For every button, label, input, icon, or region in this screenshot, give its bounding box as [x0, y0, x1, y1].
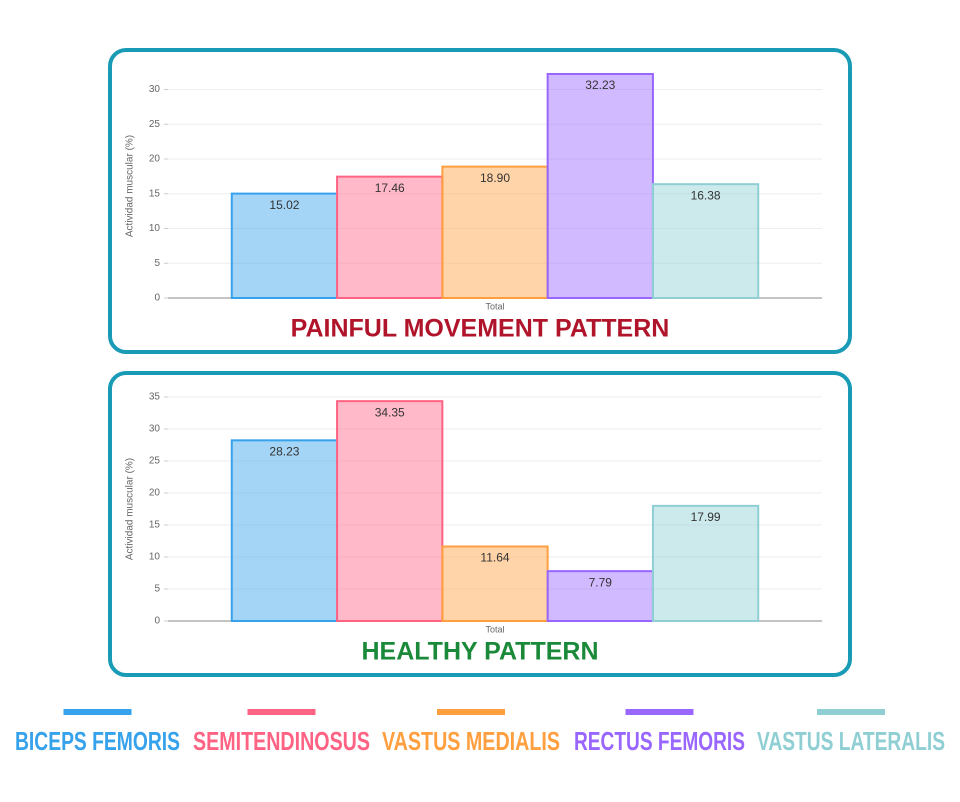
- y-tick-label: 0: [154, 293, 160, 304]
- bar: [441, 545, 549, 623]
- y-tick-label: 15: [149, 520, 161, 531]
- y-tick-label: 5: [154, 584, 160, 595]
- value-label: 17.99: [691, 510, 721, 524]
- y-tick-label: 30: [149, 424, 161, 435]
- y-tick-label: 25: [149, 456, 161, 467]
- legend-label: SEMITENDINOSUS: [193, 726, 370, 756]
- y-tick-label: 5: [154, 258, 160, 269]
- y-tick-label: 0: [154, 616, 160, 627]
- legend-label: VASTUS LATERALIS: [757, 726, 945, 756]
- y-tick-label: 35: [149, 392, 161, 403]
- bar: [546, 570, 654, 622]
- value-label: 16.38: [691, 188, 721, 202]
- x-tick-label: Total: [485, 624, 504, 634]
- y-tick-label: 10: [149, 223, 161, 234]
- chart-title: HEALTHY PATTERN: [361, 638, 598, 666]
- value-label: 17.46: [375, 181, 405, 195]
- bar: [441, 165, 549, 299]
- chart-title: PAINFUL MOVEMENT PATTERN: [291, 315, 670, 343]
- bar: [651, 504, 760, 623]
- y-tick-label: 25: [149, 119, 161, 130]
- panel: [108, 48, 852, 354]
- bar: [336, 400, 444, 622]
- bar: [546, 73, 654, 299]
- value-label: 28.23: [269, 444, 299, 458]
- legend-label: VASTUS MEDIALIS: [382, 726, 560, 756]
- value-label: 7.79: [589, 575, 613, 589]
- x-tick-label: Total: [485, 301, 504, 311]
- legend-label: RECTUS FEMORIS: [574, 726, 745, 756]
- value-label: 34.35: [375, 405, 405, 419]
- y-tick-label: 20: [149, 154, 161, 165]
- value-label: 18.90: [480, 171, 510, 185]
- value-label: 11.64: [480, 551, 509, 565]
- panel: [108, 371, 852, 677]
- bar: [651, 183, 760, 299]
- value-label: 32.23: [585, 78, 615, 92]
- y-axis-label: Actividad muscular (%): [125, 458, 136, 560]
- y-tick-label: 10: [149, 552, 161, 563]
- y-tick-label: 30: [149, 84, 161, 95]
- y-tick-label: 20: [149, 488, 161, 499]
- bar: [230, 192, 339, 300]
- value-label: 15.02: [269, 198, 299, 212]
- y-axis-label: Actividad muscular (%): [125, 135, 136, 237]
- bar: [230, 439, 339, 622]
- legend-label: BICEPS FEMORIS: [15, 726, 180, 756]
- y-tick-label: 15: [149, 188, 161, 199]
- bar: [336, 175, 444, 299]
